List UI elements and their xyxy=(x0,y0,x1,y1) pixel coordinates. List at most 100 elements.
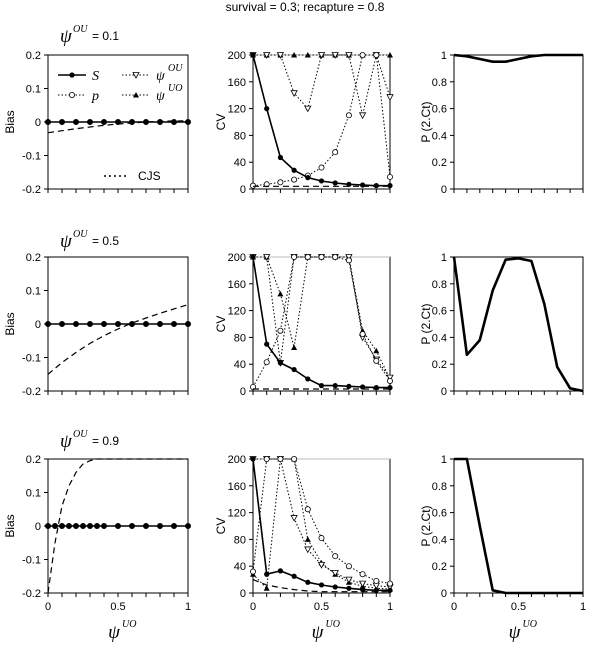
series-cjs xyxy=(47,458,188,594)
y-tick-label: 0.4 xyxy=(432,534,447,546)
marker-s xyxy=(291,167,297,173)
series-s xyxy=(252,458,390,592)
marker-s xyxy=(360,384,366,390)
marker-s xyxy=(87,321,93,327)
marker-psi-ou xyxy=(345,52,353,59)
plot-frame xyxy=(453,54,584,190)
marker-s xyxy=(387,587,393,593)
y-tick-label: 0.2 xyxy=(432,157,447,169)
marker-s xyxy=(318,582,325,588)
series-psiou xyxy=(253,54,391,116)
marker-s xyxy=(101,321,107,327)
marker-s xyxy=(66,523,72,529)
legend-label-psiou: ψ xyxy=(156,69,165,84)
marker-s xyxy=(115,321,121,327)
marker-psi-uo xyxy=(373,347,380,354)
y-tick-label: 40 xyxy=(234,359,246,371)
marker-s xyxy=(87,523,93,529)
y-axis-label: CV xyxy=(214,316,228,333)
marker-psi-ou xyxy=(263,52,271,59)
y-tick-label: 0.1 xyxy=(26,84,41,96)
marker-s xyxy=(277,360,283,366)
marker-p xyxy=(277,179,284,186)
marker-s xyxy=(80,523,86,529)
y-axis-label: Bias xyxy=(3,514,17,537)
marker-s xyxy=(129,321,135,327)
row-label-sup: OU xyxy=(73,24,88,35)
marker-s xyxy=(59,119,65,125)
marker-s xyxy=(157,523,163,529)
y-axis-label: CV xyxy=(214,518,228,535)
marker-psi-ou xyxy=(358,580,367,588)
y-tick-label: -0.2 xyxy=(22,184,41,196)
x-tick-label: 0 xyxy=(45,601,51,613)
marker-s xyxy=(373,385,379,391)
x-axis-label-sup: UO xyxy=(523,619,537,630)
x-tick-label: 1 xyxy=(185,601,191,613)
marker-s xyxy=(250,52,256,58)
marker-s xyxy=(305,376,311,382)
y-axis-label: P (2.Ct) xyxy=(419,303,433,344)
y-tick-label: 0.2 xyxy=(26,252,41,264)
row-label-3: ψ OU = 0.9 xyxy=(60,429,119,452)
marker-s xyxy=(171,119,177,125)
y-tick-label: 80 xyxy=(234,130,246,142)
marker-p xyxy=(373,577,380,584)
y-axis-label: Bias xyxy=(3,312,17,335)
marker-psi-ou xyxy=(331,52,339,59)
legend-label-s: S xyxy=(92,69,99,84)
marker-psi-ou xyxy=(290,90,298,98)
marker-p xyxy=(359,52,366,59)
x-axis-label-sup: UO xyxy=(326,619,340,630)
legend-sup-psiou: OU xyxy=(168,63,183,74)
y-tick-label: 0.1 xyxy=(26,488,41,500)
marker-p xyxy=(263,455,270,462)
panel-cv3: 0 40 80 120 160 200 0 0.5 1 ψ UO CV xyxy=(214,454,394,643)
panel-bias3: -0.2 -0.1 0 0.1 0.2 0 0.5 1 ψ UO Bias xyxy=(3,454,191,643)
marker-psi-uo xyxy=(291,52,298,58)
y-tick-label: -0.2 xyxy=(22,386,41,398)
y-tick-label: 200 xyxy=(228,50,246,62)
y-tick-label: 0 xyxy=(441,386,447,398)
y-tick-label: 0.2 xyxy=(26,454,41,466)
y-tick-label: 0.2 xyxy=(432,561,447,573)
marker-p xyxy=(345,563,352,570)
panel-pct1: 0 0.2 0.4 0.6 0.8 1 P (2.Ct) xyxy=(419,50,584,196)
marker-s xyxy=(318,383,325,389)
y-tick-label: 0 xyxy=(35,319,41,331)
panel-pct2: 0 0.2 0.4 0.6 0.8 1 P (2.Ct) xyxy=(419,252,584,398)
y-tick-label: 0.2 xyxy=(432,359,447,371)
y-tick-label: 0.8 xyxy=(432,279,447,291)
marker-p xyxy=(263,181,270,188)
x-tick-label: 0 xyxy=(250,601,256,613)
marker-s xyxy=(387,385,393,391)
marker-p xyxy=(373,357,380,364)
marker-psi-ou xyxy=(263,254,271,261)
y-tick-label: 0.6 xyxy=(432,104,447,116)
marker-psi-uo xyxy=(263,585,270,591)
y-tick-label: 0.6 xyxy=(432,306,447,318)
marker-s xyxy=(73,523,79,529)
y-tick-label: 0 xyxy=(240,386,246,398)
panel-cv2: 0 40 80 120 160 200 CV xyxy=(214,252,394,398)
y-axis-label: P (2.Ct) xyxy=(419,101,433,142)
marker-s xyxy=(346,383,352,389)
x-axis-label: ψ xyxy=(509,622,522,643)
marker-s xyxy=(171,523,177,529)
y-axis-label: Bias xyxy=(3,110,17,133)
panel-pct3: 0 0.2 0.4 0.6 0.8 1 0 0.5 1 ψ UO P (2.Ct) xyxy=(419,454,586,643)
y-tick-label: 0.4 xyxy=(432,130,447,142)
series-psiou xyxy=(253,458,391,588)
marker-s xyxy=(185,119,191,125)
marker-psi-uo xyxy=(291,344,298,350)
marker-s xyxy=(171,321,177,327)
marker-s xyxy=(59,523,65,529)
marker-p xyxy=(249,182,256,189)
panel-bias1: -0.2 -0.1 0 0.1 0.2 Bias xyxy=(3,50,191,196)
marker-s xyxy=(346,181,352,187)
y-tick-label: 160 xyxy=(228,279,246,291)
marker-s xyxy=(332,584,338,590)
y-tick-label: 0.8 xyxy=(432,77,447,89)
